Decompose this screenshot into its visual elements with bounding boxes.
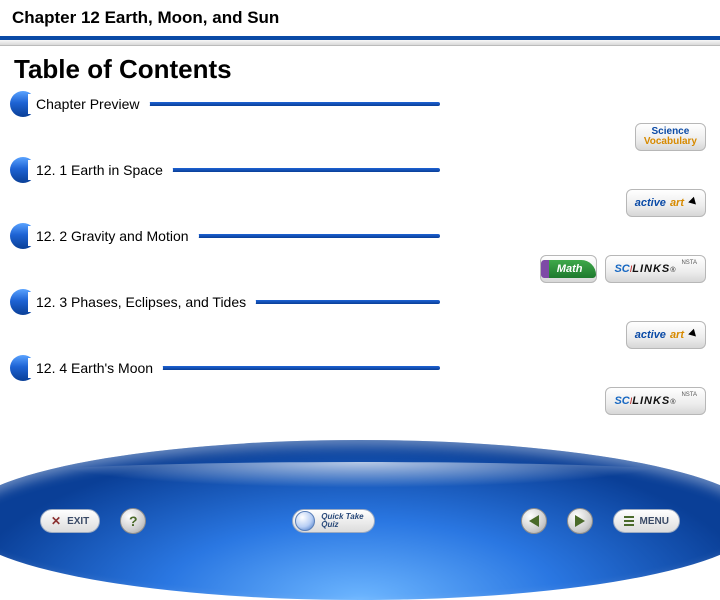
toc-row-preview: Chapter Preview	[10, 91, 710, 117]
toc-title: Table of Contents	[14, 54, 720, 85]
science-vocabulary-label: Science Vocabulary	[644, 127, 697, 147]
footer-buttons: ✕ EXIT ? Quick Take Quiz MENU	[0, 508, 720, 534]
scilinks-button[interactable]: SCILINKS® NSTA	[605, 387, 706, 415]
cursor-icon	[688, 329, 697, 341]
quick-take-quiz-button[interactable]: Quick Take Quiz	[292, 509, 374, 533]
prev-icon	[529, 515, 539, 527]
header-underline	[0, 40, 720, 46]
toc-row-3: 12. 3 Phases, Eclipses, and Tides	[10, 289, 710, 315]
active-art-button[interactable]: active art	[626, 189, 706, 217]
footer: ✕ EXIT ? Quick Take Quiz MENU	[0, 460, 720, 540]
resource-row-0: Science Vocabulary	[10, 123, 710, 151]
nsta-badge: NSTA	[681, 260, 697, 266]
exit-button[interactable]: ✕ EXIT	[40, 509, 100, 533]
toc-label-2: 12. 2 Gravity and Motion	[28, 226, 199, 246]
next-icon	[575, 515, 585, 527]
chapter-title: Chapter 12 Earth, Moon, and Sun	[12, 8, 708, 28]
quick-take-label: Quick Take Quiz	[321, 513, 363, 529]
toc-pill-2[interactable]: 12. 2 Gravity and Motion	[10, 223, 440, 249]
scilinks-button[interactable]: SCILINKS® NSTA	[605, 255, 706, 283]
toc-pill-1[interactable]: 12. 1 Earth in Space	[10, 157, 440, 183]
toc-pill-3[interactable]: 12. 3 Phases, Eclipses, and Tides	[10, 289, 440, 315]
menu-icon	[624, 516, 634, 526]
toc-label-4: 12. 4 Earth's Moon	[28, 358, 163, 378]
footer-right-group: MENU	[521, 508, 680, 534]
scilinks-label: SCILINKS®	[614, 263, 675, 275]
resource-row-3: active art	[10, 321, 710, 349]
toc-pill-preview[interactable]: Chapter Preview	[10, 91, 440, 117]
header-bar: Chapter 12 Earth, Moon, and Sun	[0, 0, 720, 40]
resource-row-2: Math SCILINKS® NSTA	[10, 255, 710, 283]
resource-row-4: SCILINKS® NSTA	[10, 387, 710, 415]
menu-button[interactable]: MENU	[613, 509, 680, 533]
exit-icon: ✕	[51, 514, 61, 528]
help-button[interactable]: ?	[120, 508, 146, 534]
quiz-orb-icon	[295, 511, 315, 531]
help-icon: ?	[129, 513, 138, 529]
toc-row-1: 12. 1 Earth in Space	[10, 157, 710, 183]
active-art-button[interactable]: active art	[626, 321, 706, 349]
math-label: Math	[541, 260, 597, 278]
toc-label-preview: Chapter Preview	[28, 94, 150, 114]
toc-label-1: 12. 1 Earth in Space	[28, 160, 173, 180]
next-button[interactable]	[567, 508, 593, 534]
toc-row-2: 12. 2 Gravity and Motion	[10, 223, 710, 249]
toc-label-3: 12. 3 Phases, Eclipses, and Tides	[28, 292, 256, 312]
menu-label: MENU	[640, 516, 669, 527]
content-area: Chapter Preview Science Vocabulary 12. 1…	[0, 91, 720, 415]
scilinks-label: SCILINKS®	[614, 395, 675, 407]
toc-row-4: 12. 4 Earth's Moon	[10, 355, 710, 381]
science-vocabulary-button[interactable]: Science Vocabulary	[635, 123, 706, 151]
cursor-icon	[688, 197, 697, 209]
nsta-badge: NSTA	[681, 392, 697, 398]
footer-left-group: ✕ EXIT ?	[40, 508, 146, 534]
prev-button[interactable]	[521, 508, 547, 534]
exit-label: EXIT	[67, 516, 89, 527]
resource-row-1: active art	[10, 189, 710, 217]
math-button[interactable]: Math	[540, 255, 598, 283]
footer-shine	[0, 462, 720, 492]
toc-pill-4[interactable]: 12. 4 Earth's Moon	[10, 355, 440, 381]
